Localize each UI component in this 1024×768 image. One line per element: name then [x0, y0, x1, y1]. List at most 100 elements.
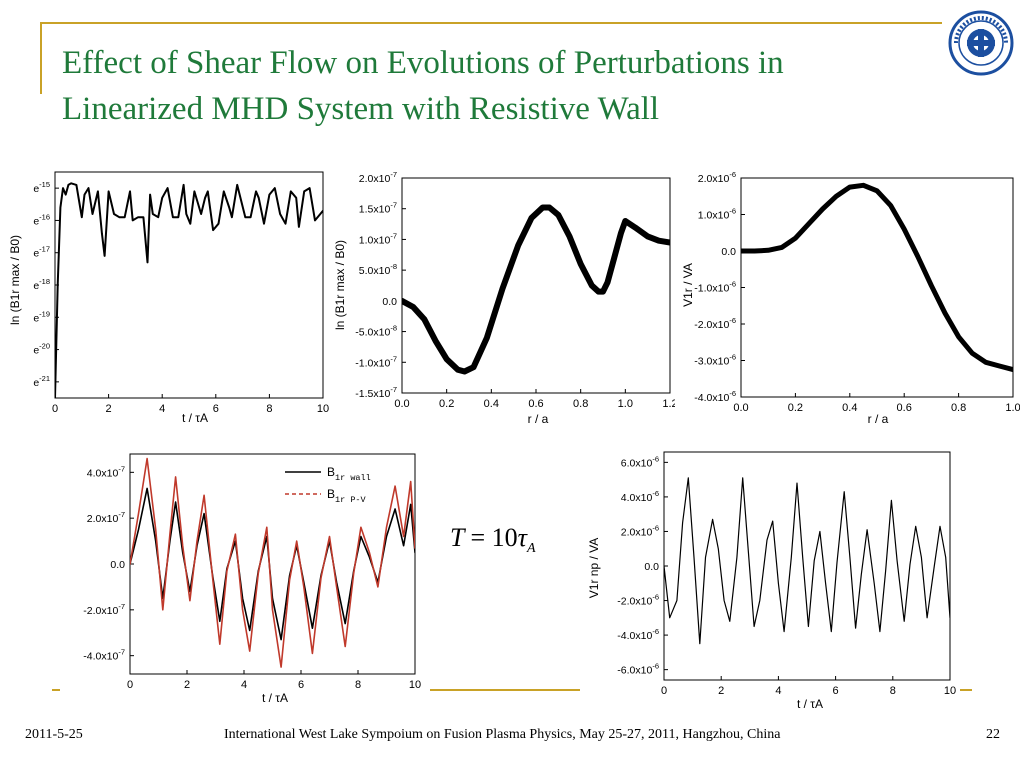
- x-tick-label: 1.2: [662, 398, 675, 410]
- slide-title: Effect of Shear Flow on Evolutions of Pe…: [62, 45, 784, 127]
- formula-lhs: T: [450, 523, 464, 552]
- x-tick-label: 8: [890, 685, 896, 697]
- y-tick-label: e-17: [33, 245, 50, 260]
- x-tick-label: 6: [213, 403, 219, 415]
- x-tick-label: 0.4: [842, 402, 857, 414]
- y-axis-label: V1r np / VA: [587, 538, 601, 598]
- y-tick-label: e-18: [33, 277, 50, 292]
- chart-a: 0 2 4 6 8 10 e-15 e-16 e-17 e-18 e-19 e-20 e-21 t / τ…: [8, 171, 329, 425]
- y-tick-label: e-15: [33, 180, 50, 195]
- x-axis-label: r / a: [868, 412, 889, 426]
- x-tick-label: 0.8: [573, 398, 588, 410]
- y-tick-label: 1.0x10-6: [698, 207, 736, 222]
- x-tick-label: 1.0: [1005, 402, 1020, 414]
- y-tick-label: -2.0x10-6: [694, 316, 736, 331]
- footer-conference: International West Lake Sympoium on Fusi…: [224, 727, 781, 742]
- period-formula: T = 10τA: [450, 523, 536, 557]
- y-tick-label: 0.0: [644, 561, 659, 573]
- x-tick-label: 0: [127, 679, 133, 691]
- x-tick-label: 1.0: [618, 398, 633, 410]
- y-tick-label: 0.0: [110, 559, 125, 571]
- x-tick-label: 4: [775, 685, 781, 697]
- chart-a-panel: 0 2 4 6 8 10 e-15 e-16 e-17 e-18 e-19 e-20 e-21 t / τ…: [5, 160, 330, 430]
- x-tick-label: 0.6: [897, 402, 912, 414]
- x-axis-label: r / a: [528, 412, 549, 426]
- chart-c-panel: 0.0 0.2 0.4 0.6 0.8 1.0 2.0x10-6 1.0x10-6 0.0 -1.…: [678, 160, 1020, 430]
- x-tick-label: 2: [106, 403, 112, 415]
- series-line-0: [741, 182, 1013, 373]
- y-tick-label: -5.0x10-8: [355, 324, 397, 339]
- chart-d-panel: 0 2 4 6 8 10 4.0x10-7 2.0x10-7 0.0 -2.0x10-7 -4.0x…: [60, 440, 425, 710]
- y-tick-label: -6.0x10-6: [617, 662, 659, 677]
- x-tick-label: 8: [355, 679, 361, 691]
- y-tick-label: -1.0x10-6: [694, 280, 736, 295]
- plot-frame: [663, 451, 951, 681]
- y-tick-label: 4.0x10-7: [87, 464, 125, 479]
- y-tick-label: e-19: [33, 309, 50, 324]
- series-line-0: [402, 204, 670, 375]
- series-line-0: [664, 477, 950, 645]
- x-tick-label: 6: [298, 679, 304, 691]
- y-tick-label: -4.0x10-6: [694, 389, 736, 404]
- series-line-0: [55, 182, 323, 398]
- x-tick-label: 0.8: [951, 402, 966, 414]
- x-tick-label: 10: [944, 685, 956, 697]
- y-tick-label: -3.0x10-6: [694, 353, 736, 368]
- y-tick-label: -4.0x10-7: [83, 648, 125, 663]
- x-tick-label: 2: [184, 679, 190, 691]
- y-tick-label: 2.0x10-6: [698, 170, 736, 185]
- legend-label: B1r wall: [327, 465, 371, 483]
- series-line-b1r-p-v: [130, 457, 415, 668]
- x-axis-label: t / τA: [797, 697, 823, 711]
- x-tick-label: 6: [833, 685, 839, 697]
- x-tick-label: 0: [661, 685, 667, 697]
- bottom-rule-middle: [430, 689, 580, 691]
- x-tick-label: 4: [241, 679, 247, 691]
- y-tick-label: 2.0x10-7: [87, 510, 125, 525]
- y-tick-label: -1.5x10-7: [355, 385, 397, 400]
- page-number: 22: [986, 727, 1000, 742]
- y-tick-label: 0.0: [721, 246, 736, 258]
- y-axis-label: ln (B1r max / B0): [333, 240, 347, 330]
- title-horizontal-rule: [40, 22, 942, 24]
- chart-e: 0 2 4 6 8 10 6.0x10-6 4.0x10-6 2.0x10-6 0.0 -2.0x1…: [587, 451, 956, 711]
- y-axis-label: V1r / VA: [681, 263, 695, 307]
- y-axis-label: ln (B1r max / B0): [8, 235, 22, 325]
- x-axis-label: t / τA: [182, 411, 208, 425]
- y-tick-label: 5.0x10-8: [359, 262, 397, 277]
- y-tick-label: 1.0x10-7: [359, 231, 397, 246]
- footer-date: 2011-5-25: [25, 727, 83, 742]
- y-tick-label: 2.0x10-7: [359, 170, 397, 185]
- y-tick-label: e-20: [33, 342, 50, 357]
- chart-e-panel: 0 2 4 6 8 10 6.0x10-6 4.0x10-6 2.0x10-6 0.0 -2.0x1…: [580, 440, 960, 720]
- y-tick-label: e-16: [33, 212, 50, 227]
- y-tick-label: 1.5x10-7: [359, 201, 397, 216]
- bottom-rule-left: [52, 689, 66, 691]
- legend-label: B1r P-V: [327, 487, 367, 505]
- y-tick-label: e-21: [33, 374, 50, 389]
- y-tick-label: 6.0x10-6: [621, 454, 659, 469]
- formula-tau: τ: [517, 523, 527, 552]
- y-tick-label: 0.0: [382, 296, 397, 308]
- x-tick-label: 8: [266, 403, 272, 415]
- x-tick-label: 0.6: [528, 398, 543, 410]
- university-seal-logo: [948, 10, 1014, 76]
- x-tick-label: 10: [409, 679, 421, 691]
- plot-frame: [740, 177, 1014, 398]
- chart-c: 0.0 0.2 0.4 0.6 0.8 1.0 2.0x10-6 1.0x10-6 0.0 -1.…: [681, 170, 1020, 426]
- x-tick-label: 0.0: [733, 402, 748, 414]
- x-tick-label: 10: [317, 403, 329, 415]
- y-tick-label: -1.0x10-7: [355, 354, 397, 369]
- chart-b: 0.0 0.2 0.4 0.6 0.8 1.0 1.2 2.0x10-7 1.5x10-7 1.0…: [333, 170, 675, 426]
- x-tick-label: 0.0: [394, 398, 409, 410]
- y-tick-label: -2.0x10-6: [617, 593, 659, 608]
- formula-eq: =: [470, 523, 486, 552]
- y-tick-label: 4.0x10-6: [621, 489, 659, 504]
- chart-d: 0 2 4 6 8 10 4.0x10-7 2.0x10-7 0.0 -2.0x10-7 -4.0x…: [83, 453, 421, 705]
- x-axis-label: t / τA: [262, 691, 288, 705]
- formula-sub: A: [526, 541, 536, 557]
- chart-b-panel: 0.0 0.2 0.4 0.6 0.8 1.0 1.2 2.0x10-7 1.5x10-7 1.0…: [330, 160, 675, 430]
- x-tick-label: 2: [718, 685, 724, 697]
- title-vertical-rule: [40, 22, 42, 94]
- bottom-rule-right: [958, 689, 972, 691]
